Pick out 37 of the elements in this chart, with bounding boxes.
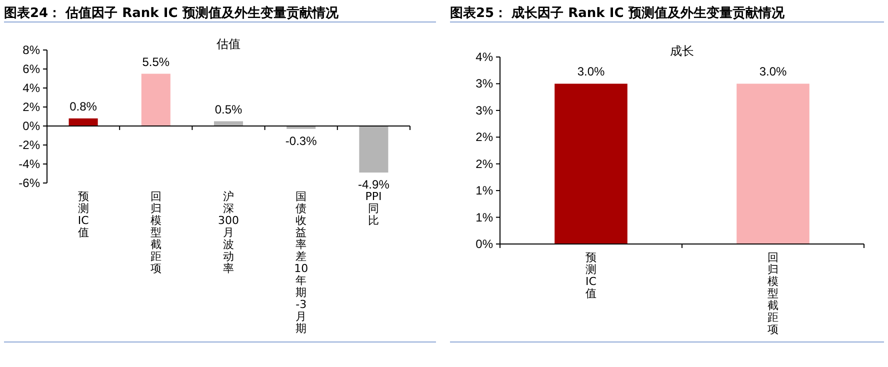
y-tick-label: 0% xyxy=(22,119,40,133)
y-tick-label: 3% xyxy=(476,103,494,118)
y-tick-label: 4% xyxy=(22,81,40,95)
y-tick-label: 0% xyxy=(476,237,494,251)
annotation: 成长 xyxy=(670,43,694,60)
y-tick-label: 3% xyxy=(476,76,494,91)
data-label: 5.5% xyxy=(142,54,170,69)
y-tick-label: -2% xyxy=(18,138,40,152)
x-tick-label: 回归模型截距项 xyxy=(768,251,778,336)
x-tick-label: 预测IC值 xyxy=(78,190,89,239)
chart-title: 图表25： 成长因子 Rank IC 预测值及外生变量贡献情况 xyxy=(450,4,784,22)
x-tick-label: 回归模型截距项 xyxy=(150,190,162,275)
data-label: -4.9% xyxy=(358,178,390,192)
y-tick-label: 2% xyxy=(476,130,494,144)
category-label: 国债收益率差10年期-3月期 xyxy=(294,190,308,335)
y-tick-label: 4% xyxy=(476,50,494,64)
bar xyxy=(141,74,170,126)
x-tick-label: 预测IC值 xyxy=(586,251,596,300)
bar xyxy=(359,126,388,173)
chart-title: 图表24： 估值因子 Rank IC 预测值及外生变量贡献情况 xyxy=(4,4,338,22)
y-tick-label: 2% xyxy=(22,100,40,114)
data-label: 0.5% xyxy=(214,102,242,116)
x-tick-label: 沪深300月波动率 xyxy=(218,190,239,275)
data-label: 3.0% xyxy=(577,64,605,79)
y-tick-label: 8% xyxy=(22,43,40,57)
data-label: 3.0% xyxy=(759,64,787,79)
data-label: -0.3% xyxy=(285,134,318,148)
y-tick-label: -4% xyxy=(18,157,40,171)
y-tick-label: 2% xyxy=(476,156,494,171)
annotation: 估值 xyxy=(216,36,240,53)
data-label: 0.8% xyxy=(70,99,98,114)
y-tick-label: 1% xyxy=(476,210,494,224)
bar xyxy=(68,118,98,126)
y-tick-label: 1% xyxy=(476,184,494,198)
x-tick-label: PPI同比 xyxy=(365,190,382,227)
y-tick-label: -6% xyxy=(18,176,40,190)
y-tick-label: 6% xyxy=(22,62,40,76)
